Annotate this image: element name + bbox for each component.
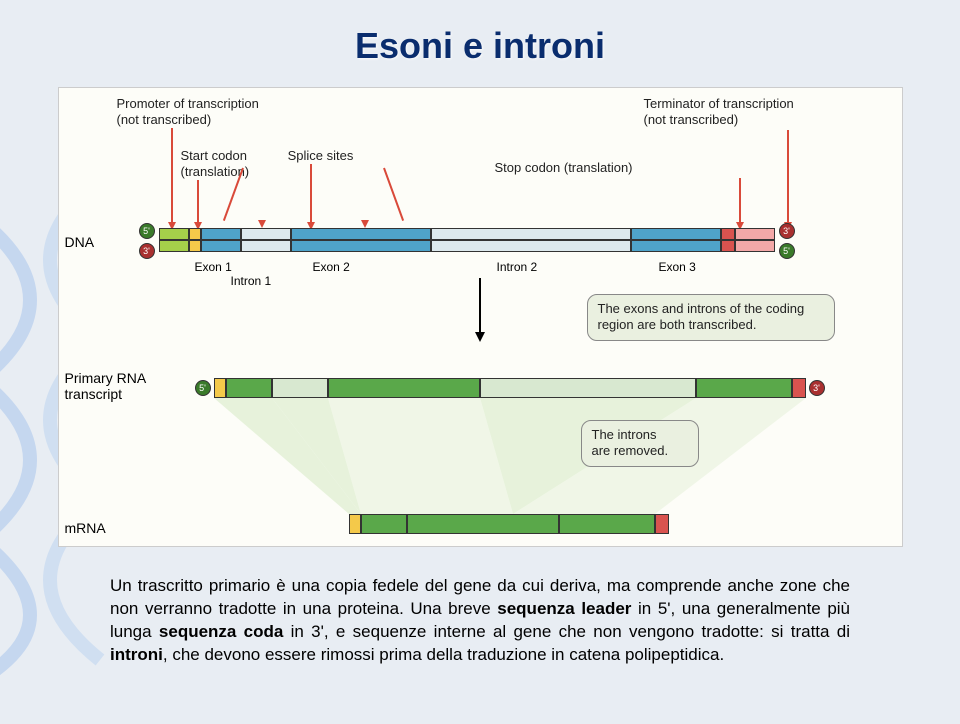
desc-bold-3: introni [110,645,163,664]
label-exon1: Exon 1 [195,260,232,274]
cap-dna-3-top: 3' [779,223,795,239]
row-label-primary: Primary RNA transcript [65,370,147,402]
arrowhead-transcription [475,332,485,342]
gene-structure-diagram: Promoter of transcription (not transcrib… [58,87,903,547]
slide-title: Esoni e introni [50,25,910,67]
label-intron1: Intron 1 [231,274,272,288]
arrow-transcription [479,278,481,334]
label-splice-sites: Splice sites [281,148,361,164]
arrow-startcodon [197,180,199,224]
cap-primary-5: 5' [195,380,211,396]
arrow-promoter [171,128,173,224]
arrow-stopcodon [739,178,741,224]
callout-coding: The exons and introns of the coding regi… [587,294,835,341]
label-intron2: Intron 2 [497,260,538,274]
dna-strip-bottom [159,240,775,252]
description-paragraph: Un trascritto primario è una copia fedel… [110,575,850,667]
desc-text-3: in 3', e sequenze interne al gene che no… [283,622,850,641]
cap-dna-5-bottom: 5' [779,243,795,259]
cap-dna-3-bottom: 3' [139,243,155,259]
label-promoter: Promoter of transcription (not transcrib… [117,96,287,127]
label-terminator: Terminator of transcription (not transcr… [644,96,844,127]
desc-text-4: , che devono essere rimossi prima della … [163,645,724,664]
cap-dna-5-top: 5' [139,223,155,239]
label-exon3: Exon 3 [659,260,696,274]
dna-strip [159,228,775,240]
desc-bold-2: sequenza coda [159,622,283,641]
cap-primary-3: 3' [809,380,825,396]
row-label-dna: DNA [65,234,95,250]
label-exon2: Exon 2 [313,260,350,274]
arrow-splice2 [310,164,312,224]
label-start-codon: Start codon (translation) [181,148,271,179]
row-label-mrna: mRNA [65,520,106,536]
arrow-splice3 [383,168,404,221]
mrna-strip [349,514,669,534]
splice-shading [214,398,814,514]
callout-introns-removed: The introns are removed. [581,420,699,467]
primary-rna-strip [214,378,806,398]
arrow-terminator [787,130,789,224]
arrowhead-splice1 [258,220,266,228]
desc-bold-1: sequenza leader [497,599,631,618]
label-stop-codon: Stop codon (translation) [479,160,649,176]
arrowhead-splice3 [361,220,369,228]
